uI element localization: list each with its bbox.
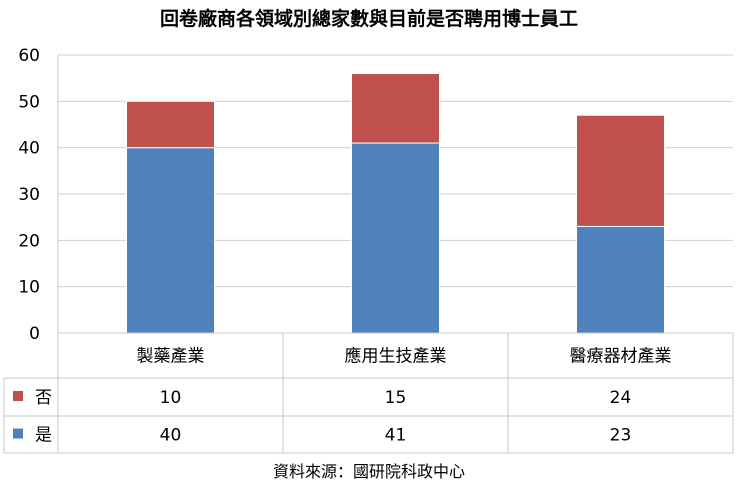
table-value: 40 [160,426,182,446]
table-value: 41 [385,426,407,446]
table-value: 23 [610,426,632,446]
legend-swatch [13,428,23,439]
y-tick-label: 30 [18,185,40,205]
table-value: 24 [610,388,632,408]
y-tick-label: 50 [18,92,40,112]
bar-segment [351,73,440,144]
y-tick-label: 10 [18,278,40,298]
category-label: 醫療器材產業 [570,347,672,367]
bars [126,73,665,334]
bar-segment [126,147,215,334]
category-label: 製藥產業 [137,347,205,367]
y-axis-tick-labels: 0 10 20 30 40 50 60 [18,46,40,344]
bar-segment [351,142,440,334]
legend-swatch [13,391,23,401]
category-label: 應用生技產業 [345,346,447,367]
table-value: 15 [385,388,407,408]
y-tick-label: 0 [29,324,40,344]
source-note: 資料來源：國研院科政中心 [272,462,465,481]
chart-title: 回卷廠商各領域別總家數與目前是否聘用博士員工 [159,8,578,30]
bar-segment [126,100,215,149]
y-tick-label: 20 [18,231,40,251]
bar-segment [576,114,665,227]
y-tick-label: 60 [18,46,40,66]
y-tick-label: 40 [18,139,40,159]
legend-label: 是 [35,426,52,446]
legend-label: 否 [35,388,52,408]
table-value: 10 [160,388,182,408]
bar-segment [576,225,665,334]
